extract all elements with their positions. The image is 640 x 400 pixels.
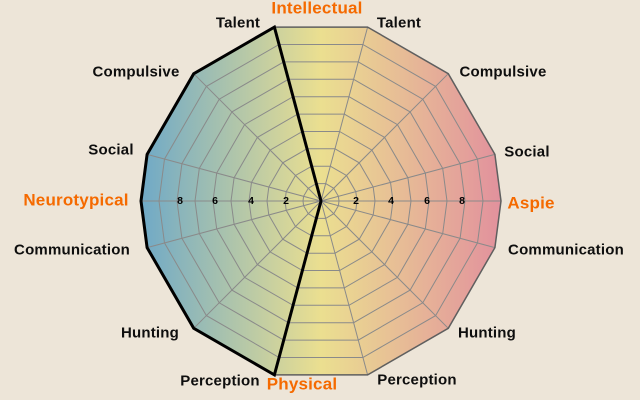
trait-label-talent-left: Talent	[215, 14, 261, 32]
trait-label-compulsive-left: Compulsive	[92, 63, 180, 81]
trait-label-perception-left: Perception	[180, 372, 260, 390]
trait-label-talent-right: Talent	[376, 14, 422, 32]
axis-number-right-6: 6	[424, 194, 430, 207]
axis-number-right-4: 4	[388, 194, 394, 207]
axis-number-right-2: 2	[353, 194, 359, 207]
trait-label-compulsive-right: Compulsive	[459, 63, 547, 81]
axis-number-right-8: 8	[459, 194, 465, 207]
pole-label-intellectual: Intellectual	[271, 0, 363, 18]
trait-label-social-left: Social	[88, 141, 134, 159]
axis-number-left-4: 4	[248, 194, 254, 207]
trait-label-hunting-right: Hunting	[457, 324, 517, 342]
trait-label-communication-right: Communication	[508, 241, 624, 259]
axis-number-left-8: 8	[177, 194, 183, 207]
trait-label-hunting-left: Hunting	[120, 324, 180, 342]
pole-label-neurotypical: Neurotypical	[23, 190, 129, 210]
trait-label-communication-left: Communication	[14, 241, 130, 259]
axis-number-left-6: 6	[212, 194, 218, 207]
trait-label-perception-right: Perception	[377, 371, 457, 389]
pole-label-aspie: Aspie	[507, 193, 555, 213]
trait-label-social-right: Social	[504, 143, 550, 161]
pole-label-physical: Physical	[266, 374, 338, 394]
axis-number-left-2: 2	[283, 194, 289, 207]
